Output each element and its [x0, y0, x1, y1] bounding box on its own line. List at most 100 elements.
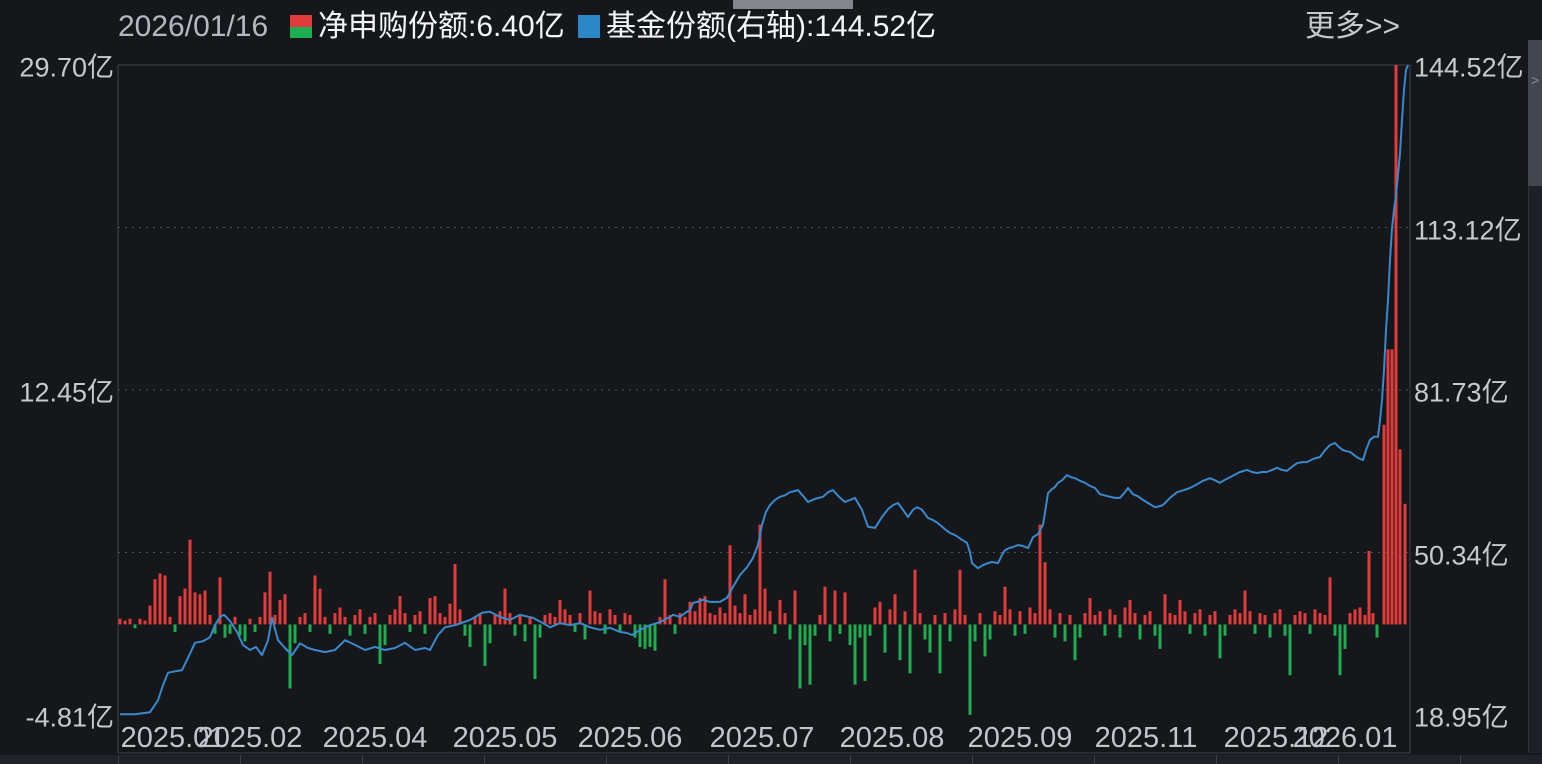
- net-subscription-bar: [528, 616, 532, 625]
- net-subscription-bar: [733, 605, 737, 625]
- net-subscription-bar: [318, 588, 322, 625]
- net-subscription-bar: [858, 624, 862, 638]
- net-subscription-bar: [923, 624, 927, 640]
- net-subscription-bar: [1375, 624, 1379, 638]
- net-subscription-bar: [268, 571, 272, 625]
- vertical-scrollbar-track[interactable]: [1528, 40, 1542, 753]
- net-subscription-bar: [473, 616, 477, 625]
- net-subscription-bar: [678, 613, 682, 625]
- net-subscription-bar: [383, 624, 387, 646]
- net-subscription-bar: [878, 601, 882, 625]
- horizontal-scrollbar-track[interactable]: [0, 755, 1542, 764]
- scrollbar-chevron-icon: >: [1531, 72, 1540, 88]
- x-axis-tick: 2025.11: [1094, 722, 1198, 754]
- net-subscription-bar: [1198, 609, 1202, 625]
- net-subscription-bar: [1138, 624, 1142, 640]
- net-subscription-bar: [1363, 614, 1367, 625]
- scrollbar-divider: [362, 755, 363, 764]
- net-subscription-bar: [228, 624, 232, 634]
- net-subscription-bar: [463, 624, 467, 636]
- net-subscription-bar: [388, 614, 392, 625]
- net-subscription-bar: [1386, 349, 1390, 625]
- net-subscription-bar: [443, 616, 447, 625]
- horizontal-scrollbar-thumb[interactable]: [733, 0, 853, 9]
- net-subscription-bar: [723, 613, 727, 625]
- net-subscription-bar: [483, 624, 487, 666]
- scrollbar-divider: [972, 755, 973, 764]
- net-subscription-bar: [668, 614, 672, 625]
- net-subscription-bar: [1043, 562, 1047, 625]
- net-subscription-bar: [823, 586, 827, 625]
- net-subscription-bar: [1143, 614, 1147, 625]
- net-subscription-bar: [548, 613, 552, 625]
- x-axis-tick: 2026.01: [1292, 722, 1398, 754]
- x-axis-tick: 2025.07: [709, 722, 815, 754]
- net-subscription-bar: [578, 613, 582, 625]
- net-subscription-bar: [328, 624, 332, 634]
- net-subscription-bar: [783, 613, 787, 625]
- net-subscription-bar: [448, 603, 452, 625]
- net-subscription-bar: [338, 607, 342, 625]
- scrollbar-divider: [240, 755, 241, 764]
- net-subscription-bar: [218, 577, 222, 625]
- net-subscription-bar: [1093, 614, 1097, 625]
- net-subscription-bar: [708, 613, 712, 625]
- net-subscription-bar: [1218, 624, 1222, 659]
- fund-share-line: [120, 64, 1409, 716]
- net-subscription-bar: [1028, 607, 1032, 625]
- net-subscription-bar: [748, 614, 752, 625]
- net-subscription-bar: [343, 616, 347, 625]
- net-subscription-bar: [1243, 590, 1247, 625]
- legend-red-half: [290, 15, 312, 27]
- net-subscription-bar: [958, 569, 962, 625]
- net-subscription-bar: [978, 613, 982, 625]
- net-subscription-bar: [158, 573, 162, 625]
- legend-line-label: 基金份额(右轴): [606, 10, 806, 43]
- net-subscription-bar: [173, 624, 177, 632]
- legend-line-swatch-icon: [578, 15, 600, 38]
- net-subscription-bar: [133, 624, 137, 629]
- net-subscription-bar: [288, 624, 292, 689]
- net-subscription-bar: [193, 592, 197, 625]
- legend-line-value: :144.52亿: [805, 10, 937, 43]
- net-subscription-bar: [758, 524, 762, 625]
- net-subscription-bar: [583, 624, 587, 640]
- net-subscription-bar: [663, 579, 667, 625]
- net-subscription-bar: [873, 607, 877, 625]
- net-subscription-bar: [1033, 613, 1037, 625]
- net-subscription-bar: [903, 611, 907, 625]
- y-axis-right-tick: 144.52亿: [1414, 52, 1524, 83]
- x-axis-tick: 2025.02: [197, 722, 303, 754]
- net-subscription-bar: [303, 613, 307, 625]
- net-subscription-bar: [883, 624, 887, 653]
- net-subscription-bar: [1188, 624, 1192, 634]
- net-subscription-bar: [1278, 609, 1282, 625]
- net-subscription-bar: [488, 624, 492, 644]
- net-subscription-bar: [1098, 611, 1102, 625]
- net-subscription-bar: [938, 624, 942, 674]
- chart-date: 2026/01/16: [118, 10, 269, 43]
- net-subscription-bar: [1293, 614, 1297, 625]
- net-subscription-bar: [738, 613, 742, 625]
- vertical-scrollbar-thumb[interactable]: [1528, 40, 1542, 186]
- net-subscription-bar: [573, 624, 577, 632]
- net-subscription-bar: [1303, 613, 1307, 625]
- net-subscription-bar: [568, 614, 572, 625]
- more-link[interactable]: 更多>>: [1305, 10, 1401, 43]
- net-subscription-bar: [808, 624, 812, 685]
- net-subscription-bar: [1323, 614, 1327, 625]
- y-axis-right-tick: 18.95亿: [1414, 702, 1509, 733]
- net-subscription-bar: [1253, 624, 1257, 634]
- legend-bar-swatch-icon: [290, 15, 312, 38]
- net-subscription-bar: [703, 596, 707, 625]
- x-axis-tick: 2025.05: [452, 722, 558, 754]
- net-subscription-bar: [1148, 611, 1152, 625]
- net-subscription-bar: [323, 616, 327, 625]
- net-subscription-bar: [378, 624, 382, 664]
- net-subscription-bar: [1268, 624, 1272, 638]
- net-subscription-bar: [1228, 614, 1232, 625]
- net-subscription-bar: [993, 611, 997, 625]
- net-subscription-bar: [1263, 614, 1267, 625]
- net-subscription-bar: [953, 609, 957, 625]
